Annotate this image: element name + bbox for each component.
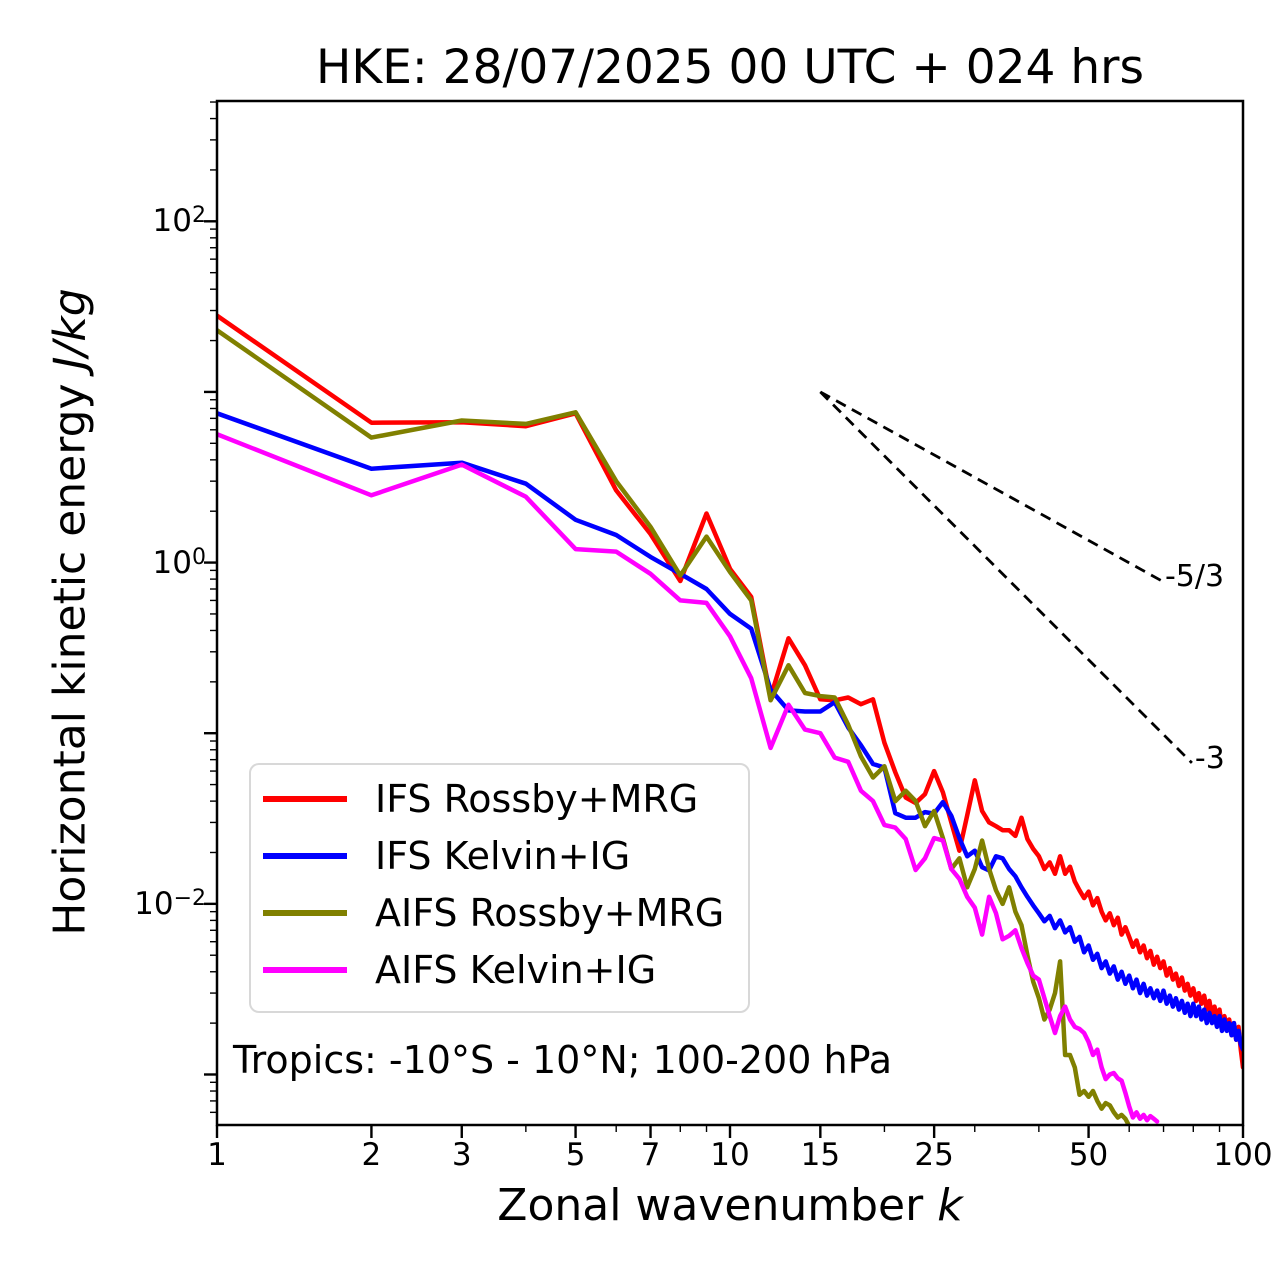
legend-box: IFS Rossby+MRG IFS Kelvin+IG AIFS Rossby+M… xyxy=(249,763,750,1013)
x-axis-label-text: Zonal wavenumber xyxy=(497,1180,938,1231)
x-tick-label-1: 1 xyxy=(207,1137,227,1173)
y-axis-label-units: J/kg xyxy=(44,288,96,370)
x-tick-label-7: 7 xyxy=(640,1137,661,1173)
x-tick-label-5: 5 xyxy=(565,1137,586,1173)
legend-label-3: AIFS Kelvin+IG xyxy=(375,947,657,992)
x-tick-label-3: 3 xyxy=(451,1137,472,1173)
legend-item-1: IFS Kelvin+IG xyxy=(251,827,748,884)
series-line-aifs-rossby-mrg xyxy=(217,327,1132,1125)
plot-title: HKE: 28/07/2025 00 UTC + 024 hrs xyxy=(316,40,1144,95)
legend-item-2: AIFS Rossby+MRG xyxy=(251,884,748,941)
series-line-aifs-kelvin-ig xyxy=(217,431,1160,1124)
y-tick-label-1e-2: 10−2 xyxy=(134,885,206,922)
x-tick-label-25: 25 xyxy=(914,1137,954,1173)
x-axis-label-symbol: k xyxy=(937,1180,963,1231)
y-tick-label-1e2: 102 xyxy=(152,203,206,240)
x-axis-label: Zonal wavenumber k xyxy=(217,1180,1243,1232)
series-line-ifs-rossby-mrg xyxy=(217,313,1243,1070)
legend-line-sample-0 xyxy=(263,795,347,802)
legend-label-1: IFS Kelvin+IG xyxy=(375,833,631,878)
y-tick-label-1e0: 100 xyxy=(152,544,206,581)
x-tick-label-50: 50 xyxy=(1068,1137,1109,1173)
reference-slope-line-1 xyxy=(819,390,1193,764)
x-tick-label-2: 2 xyxy=(361,1137,382,1173)
reference-slope-line-0 xyxy=(819,390,1163,583)
plot-frame xyxy=(215,99,1245,1127)
legend-line-sample-2 xyxy=(263,909,347,916)
x-tick-label-10: 10 xyxy=(710,1137,750,1173)
legend-label-2: AIFS Rossby+MRG xyxy=(375,890,725,935)
y-axis-label-text: Horizontal kinetic energy xyxy=(44,369,96,936)
legend-item-0: IFS Rossby+MRG xyxy=(251,770,748,827)
legend-item-3: AIFS Kelvin+IG xyxy=(251,941,748,998)
slope-label-5-3: -5/3 xyxy=(1164,558,1225,594)
legend-line-sample-3 xyxy=(263,966,347,973)
slope-label-3: -3 xyxy=(1194,740,1225,776)
x-tick-label-100: 100 xyxy=(1213,1137,1273,1173)
legend-line-sample-1 xyxy=(263,852,347,859)
legend-label-0: IFS Rossby+MRG xyxy=(375,776,699,821)
region-annotation: Tropics: -10°S - 10°N; 100-200 hPa xyxy=(233,1038,893,1082)
x-tick-label-15: 15 xyxy=(800,1137,841,1173)
y-axis-label: Horizontal kinetic energy J/kg xyxy=(45,288,96,935)
